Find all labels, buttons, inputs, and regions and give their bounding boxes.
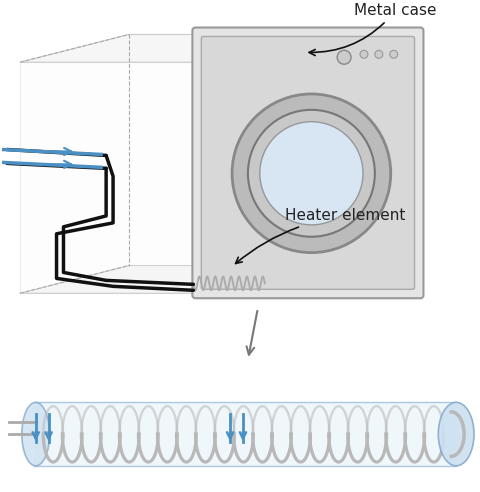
Circle shape [390,50,397,58]
Circle shape [232,94,391,252]
Ellipse shape [438,402,474,466]
FancyBboxPatch shape [192,28,423,298]
Text: Metal case: Metal case [309,3,436,56]
Polygon shape [34,402,456,466]
Circle shape [337,50,351,64]
Text: Heater element: Heater element [236,209,405,264]
Circle shape [248,110,375,237]
Circle shape [360,50,368,58]
Polygon shape [20,34,200,62]
Ellipse shape [22,402,49,466]
Circle shape [260,122,363,225]
Polygon shape [20,62,200,293]
Circle shape [375,50,383,58]
FancyBboxPatch shape [201,36,415,289]
Polygon shape [20,266,200,293]
